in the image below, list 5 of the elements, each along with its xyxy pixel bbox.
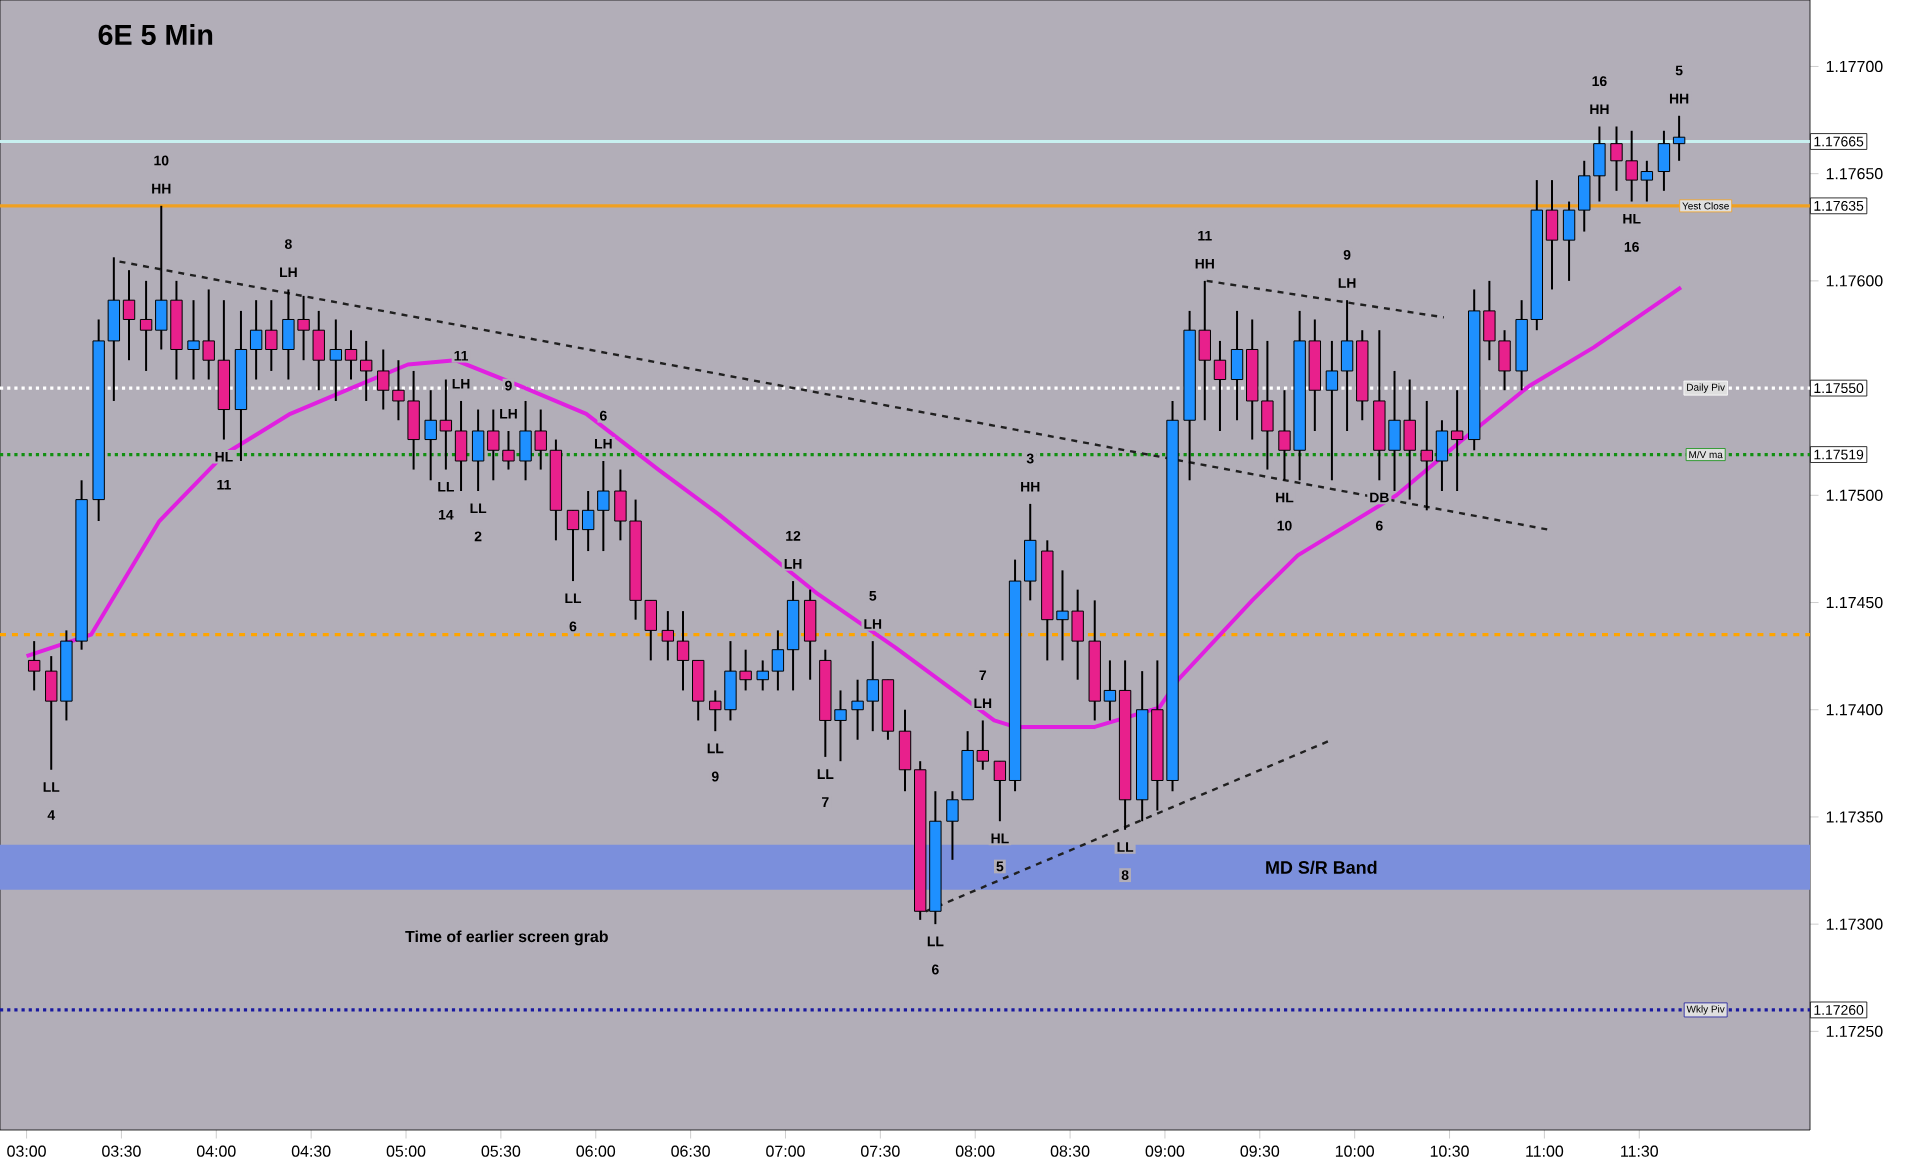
band-label: MD S/R Band bbox=[1266, 860, 1377, 874]
line-series bbox=[24, 285, 1684, 729]
candlestick bbox=[27, 640, 41, 692]
candlestick bbox=[803, 588, 817, 681]
text: 6E 5 Min bbox=[98, 23, 213, 46]
